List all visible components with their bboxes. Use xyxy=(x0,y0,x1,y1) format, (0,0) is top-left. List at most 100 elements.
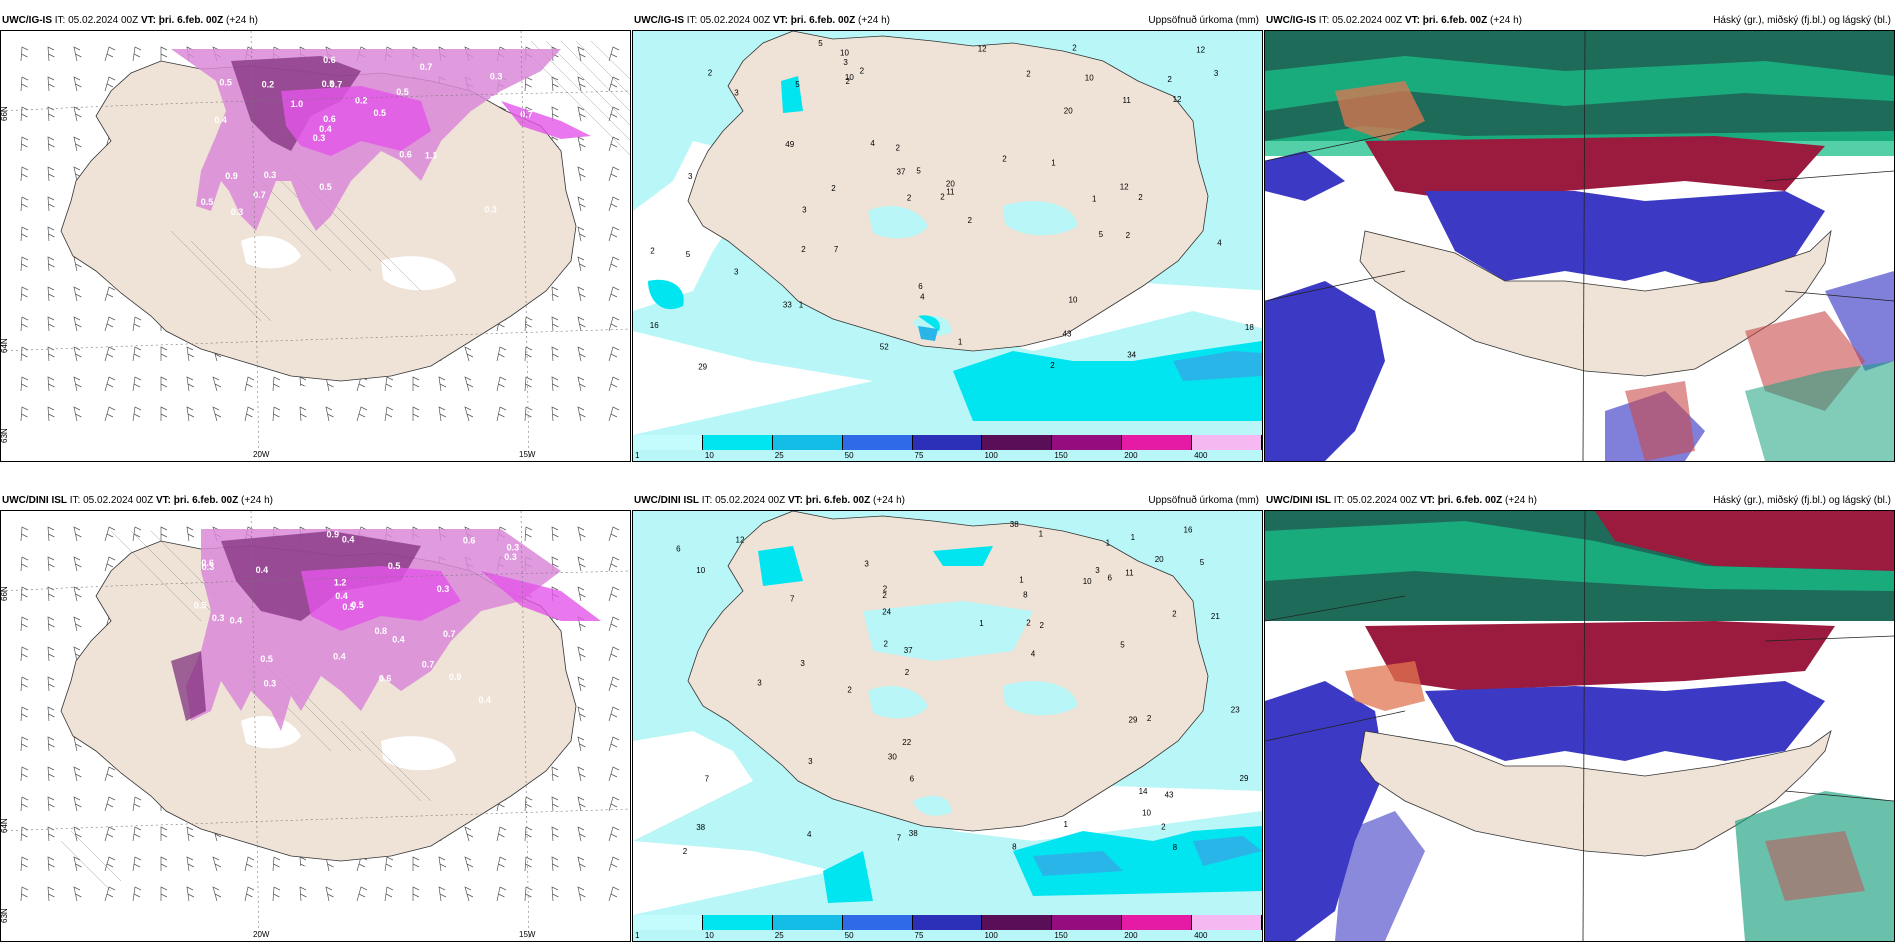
wind-value: 0.3 xyxy=(507,543,520,553)
precip-value: 22 xyxy=(902,738,911,747)
wind-barb xyxy=(412,856,420,871)
map-precip[interactable]: 8 24 21 16 38 8 10 7 10 6 6 4 3 2 2 2 7 2 3 2 3 3 1 1 2 1 1 20 3 5 6 2 2… xyxy=(632,510,1263,942)
wind-value: 0.4 xyxy=(214,115,227,125)
precip-value: 49 xyxy=(785,140,794,149)
wind-barb xyxy=(384,856,394,872)
wind-barb xyxy=(524,826,533,842)
wind-barb xyxy=(496,376,507,392)
precip-value: 4 xyxy=(807,830,812,839)
panel-header: UWC/DINI ISL IT: 05.02.2024 00Z VT: þri.… xyxy=(632,492,1263,510)
precip-value: 7 xyxy=(705,774,710,783)
wind-barb xyxy=(20,286,29,302)
wind-value: 0.3 xyxy=(264,679,277,689)
wind-barb xyxy=(47,586,55,602)
wind-barb xyxy=(524,856,533,872)
wind-barb xyxy=(464,886,474,902)
panel-header: UWC/DINI ISL IT: 05.02.2024 00Z VT: þri.… xyxy=(2,495,273,506)
panel-precip-dini: UWC/DINI ISL IT: 05.02.2024 00Z VT: þri.… xyxy=(632,492,1263,942)
colorbar-swatch xyxy=(1122,435,1193,450)
precip-value: 2 xyxy=(801,245,806,254)
precip-value: 1 xyxy=(1131,533,1136,542)
precip-value: 1 xyxy=(1092,195,1097,204)
wind-barb xyxy=(608,316,620,332)
precip-value: 2 xyxy=(884,639,889,648)
precip-value: 1 xyxy=(979,619,984,628)
wind-barb xyxy=(551,856,559,872)
wind-barb xyxy=(73,106,82,122)
wind-barb xyxy=(186,826,195,842)
wind-barb xyxy=(20,76,29,92)
precip-value: 3 xyxy=(688,172,693,181)
wind-value-labels: 0.30.40.30.30.50.30.50.20.91.00.50.70.70… xyxy=(201,55,533,217)
precip-value: 2 xyxy=(847,686,852,695)
map-clouds[interactable] xyxy=(1264,510,1895,942)
lead-time: (+24 h) xyxy=(873,495,905,506)
precip-value: 3 xyxy=(757,679,762,688)
cloud-low xyxy=(1265,681,1825,941)
wind-barb xyxy=(132,856,142,872)
panel-cloud-ig: UWC/IG-IS IT: 05.02.2024 00Z VT: þri. 6.… xyxy=(1264,12,1895,462)
no-precip-area xyxy=(633,111,1262,435)
wind-barb xyxy=(20,526,29,542)
wind-barb xyxy=(244,406,255,422)
wind-value: 0.5 xyxy=(342,602,355,612)
precip-value: 52 xyxy=(880,343,889,352)
wind-barb xyxy=(272,406,281,422)
wind-barb xyxy=(104,766,116,782)
wind-barb xyxy=(412,886,420,901)
wind-barb xyxy=(577,166,586,182)
wind-barb xyxy=(384,376,394,392)
precip-value: 2 xyxy=(905,668,910,677)
wind-barb xyxy=(20,406,29,422)
wind-barb xyxy=(73,766,82,782)
wind-value: 0.3 xyxy=(313,133,326,143)
wind-value: 1.0 xyxy=(291,99,304,109)
wind-barb xyxy=(132,886,142,902)
wind-barb xyxy=(577,676,586,692)
colorbar-tick: 75 xyxy=(914,451,924,460)
precip-value: 5 xyxy=(795,80,800,89)
map-precip[interactable]: 2 2 2 2 2 12 16 18 5 12 7 5 4 4 3 2 5 3 3 2 3 2 3 2 10 2 2 1 1 1 1 2 2 2 2… xyxy=(632,30,1263,462)
precip-value: 30 xyxy=(888,753,897,762)
wind-value: 0.6 xyxy=(463,536,476,546)
wind-barb xyxy=(524,376,533,392)
wind-barb xyxy=(272,376,281,392)
precip-value: 37 xyxy=(897,168,906,177)
model-name: UWC/IG-IS xyxy=(634,15,684,26)
wind-barb xyxy=(577,706,586,722)
wind-barb xyxy=(551,526,559,542)
colorbar-swatch xyxy=(1052,435,1123,450)
wind-value: 0.3 xyxy=(212,613,225,623)
map-title: Uppsöfnuð úrkoma (mm) xyxy=(1148,15,1259,26)
graticule xyxy=(1,31,630,461)
panel-header: UWC/IG-IS IT: 05.02.2024 00Z VT: þri. 6.… xyxy=(632,12,1263,30)
wind-value: 0.5 xyxy=(319,182,332,192)
wind-value: 0.5 xyxy=(322,79,335,89)
wind-barb xyxy=(577,646,586,662)
wind-barb xyxy=(577,76,586,92)
wind-value: 0.3 xyxy=(490,72,503,82)
precip-value: 29 xyxy=(698,363,707,372)
panel-header: UWC/IG-IS IT: 05.02.2024 00Z VT: þri. 6.… xyxy=(1264,12,1895,30)
precip-value: 5 xyxy=(686,250,691,259)
precip-map-svg: 824 2116388107106643222723233112112035622… xyxy=(633,511,1262,915)
graticule xyxy=(1265,31,1894,461)
cloud-map-svg xyxy=(1265,31,1894,461)
map-wind[interactable]: 0.3 0.4 0.3 0.3 0.5 0.3 0.5 0.2 0.9 1.0 0.5 0.7 0.7 0… xyxy=(0,30,631,462)
panel-wind-dini: UWC/DINI ISL IT: 05.02.2024 00Z VT: þri.… xyxy=(0,492,631,942)
lon-label: 15W xyxy=(519,450,536,459)
colorbar-tick: 400 xyxy=(1194,451,1208,460)
wind-value: 0.2 xyxy=(355,96,368,106)
map-clouds[interactable] xyxy=(1264,30,1895,462)
map-wind[interactable]: 0.5 0.4 0.3 0.3 0.6 0.4 0.4 0.5 1.2 0.6 0.5 0.7 0.9 0… xyxy=(0,510,631,942)
lead-time: (+24 h) xyxy=(1490,15,1522,26)
precip-value: 10 xyxy=(1085,74,1094,83)
precip-value: 8 xyxy=(1012,843,1017,852)
wind-barb xyxy=(20,106,29,122)
wind-barb xyxy=(608,46,620,62)
cloud-map-svg xyxy=(1265,511,1894,941)
wind-value: 0.8 xyxy=(375,626,388,636)
valid-time: þri. 6.feb. 00Z xyxy=(1437,495,1503,506)
precip-value: 6 xyxy=(676,545,681,554)
model-name: UWC/DINI ISL xyxy=(634,495,699,506)
